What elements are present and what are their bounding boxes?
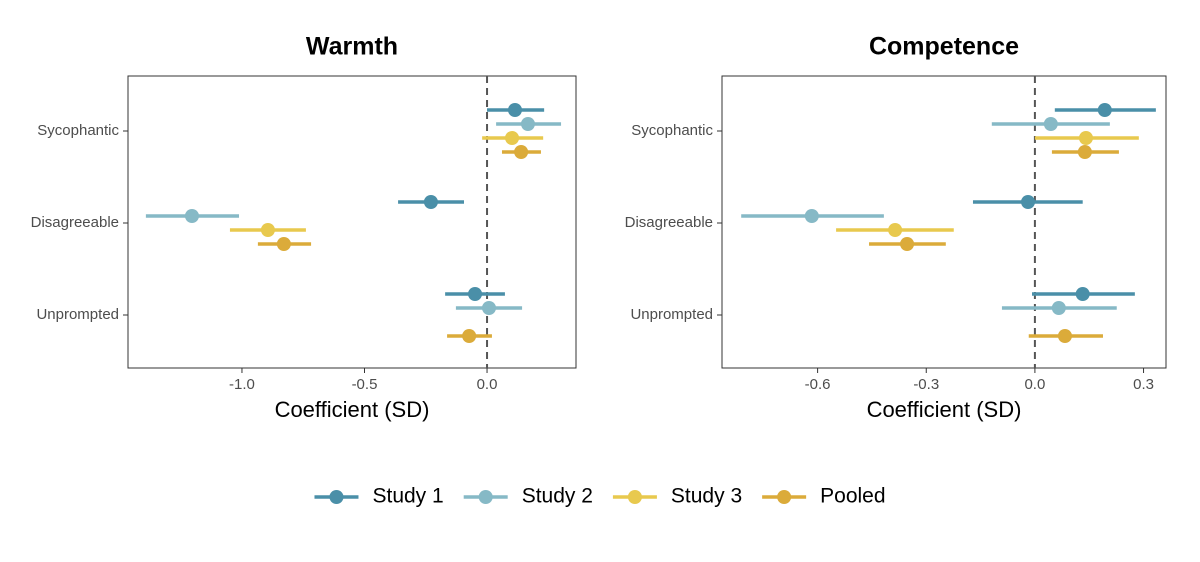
x-tick-label: 0.0 [1024, 376, 1045, 393]
legend-key-point [777, 490, 792, 504]
x-tick-label: 0.0 [477, 376, 498, 393]
point [1043, 117, 1058, 131]
point [900, 237, 915, 251]
panel-title: Competence [869, 33, 1019, 61]
point [1097, 103, 1112, 117]
point [1057, 329, 1072, 343]
legend-item: Study 3 [612, 485, 742, 508]
x-tick-label: -1.0 [229, 376, 255, 393]
point [1075, 287, 1090, 301]
point [520, 117, 535, 131]
point [462, 329, 477, 343]
point [1051, 301, 1066, 315]
legend-key-point [478, 490, 493, 504]
point [507, 103, 522, 117]
legend-label: Study 2 [522, 485, 593, 508]
legend-key-point [329, 490, 344, 504]
point [1077, 145, 1092, 159]
x-axis-label: Coefficient (SD) [867, 397, 1022, 422]
point [184, 209, 199, 223]
y-tick-label: Unprompted [630, 306, 713, 323]
legend: Study 1 Study 2 Study 3 Pooled [314, 485, 886, 508]
legend-label: Study 1 [372, 485, 443, 508]
point [888, 223, 903, 237]
x-tick-label: -0.5 [352, 376, 378, 393]
x-tick-label: -0.3 [913, 376, 939, 393]
y-tick-label: Sycophantic [37, 122, 119, 139]
panel-title: Warmth [306, 33, 398, 61]
point [505, 131, 520, 145]
y-tick-label: Disagreeable [625, 214, 713, 231]
legend-label: Pooled [820, 485, 885, 508]
point [423, 195, 438, 209]
point [514, 145, 529, 159]
point [1021, 195, 1036, 209]
x-tick-label: -0.6 [805, 376, 831, 393]
x-axis-label: Coefficient (SD) [275, 397, 430, 422]
y-tick-label: Unprompted [36, 306, 119, 323]
plot-frame [127, 75, 577, 369]
point [481, 301, 496, 315]
legend-item: Study 2 [463, 485, 593, 508]
point [260, 223, 275, 237]
plot-frame [721, 75, 1167, 369]
legend-key-point [627, 490, 642, 504]
y-tick-label: Disagreeable [31, 214, 119, 231]
legend-item: Study 1 [314, 485, 444, 508]
point [1078, 131, 1093, 145]
legend-item: Pooled [762, 485, 886, 508]
y-tick-label: Sycophantic [631, 122, 713, 139]
x-tick-label: 0.3 [1133, 376, 1154, 393]
point [276, 237, 291, 251]
point [804, 209, 819, 223]
point [468, 287, 483, 301]
legend-label: Study 3 [671, 485, 742, 508]
